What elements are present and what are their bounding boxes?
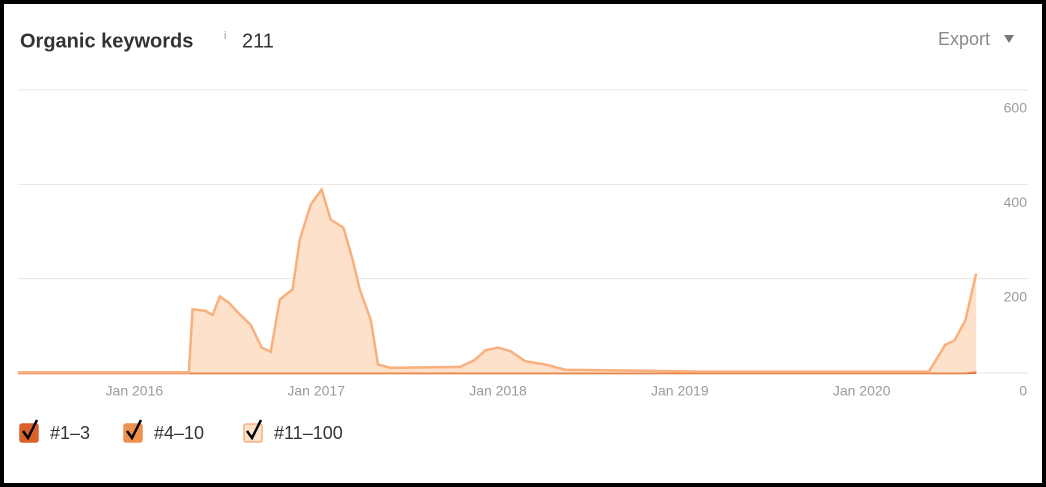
x-tick-label: Jan 2020 — [833, 383, 891, 399]
x-tick-label: Jan 2016 — [106, 383, 164, 399]
x-tick-label: Jan 2017 — [287, 383, 345, 399]
export-button[interactable]: Export — [938, 29, 990, 49]
x-tick-label: Jan 2019 — [651, 383, 709, 399]
legend-label[interactable]: #1–3 — [50, 423, 90, 443]
legend-label[interactable]: #11–100 — [274, 423, 343, 443]
legend-label[interactable]: #4–10 — [154, 423, 204, 443]
legend-checkbox[interactable] — [19, 423, 39, 443]
x-tick-label: Jan 2018 — [469, 383, 527, 399]
info-icon[interactable]: i — [224, 30, 226, 42]
chart-title: Organic keywords — [20, 30, 193, 52]
legend-checkbox[interactable] — [243, 423, 263, 443]
y-tick-label: 200 — [1004, 288, 1028, 304]
keyword-count: 211 — [242, 30, 274, 52]
legend-checkbox[interactable] — [123, 423, 143, 443]
y-tick-label: 400 — [1004, 194, 1028, 210]
legend-check[interactable] — [21, 419, 39, 441]
y-tick-label: 0 — [1019, 383, 1027, 399]
legend-check[interactable] — [125, 419, 143, 441]
legend-check[interactable] — [245, 419, 263, 441]
export-caret[interactable] — [1004, 35, 1014, 43]
area-line — [18, 186, 978, 374]
y-tick-label: 600 — [1004, 100, 1028, 116]
panel — [4, 4, 1042, 483]
